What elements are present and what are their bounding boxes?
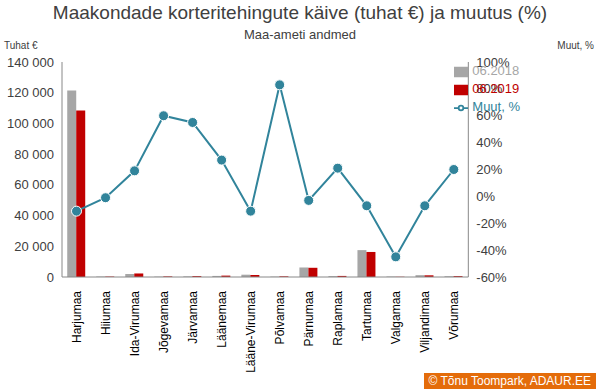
svg-text:80%: 80%	[476, 81, 502, 96]
svg-text:60%: 60%	[476, 108, 502, 123]
svg-text:40%: 40%	[476, 135, 502, 150]
svg-text:Põlvamaa: Põlvamaa	[273, 291, 287, 345]
svg-text:60 000: 60 000	[14, 177, 54, 192]
svg-text:100 000: 100 000	[8, 116, 54, 131]
svg-text:Harjumaa: Harjumaa	[70, 291, 84, 343]
svg-text:Lääne-Virumaa: Lääne-Virumaa	[244, 291, 258, 373]
svg-text:-20%: -20%	[476, 216, 507, 231]
svg-text:20%: 20%	[476, 162, 502, 177]
svg-text:140 000: 140 000	[8, 55, 54, 70]
svg-text:-60%: -60%	[476, 270, 507, 285]
svg-text:Jõgevamaa: Jõgevamaa	[157, 291, 171, 353]
svg-text:0%: 0%	[476, 189, 495, 204]
svg-text:100%: 100%	[476, 55, 510, 70]
svg-text:Raplamaa: Raplamaa	[331, 291, 345, 346]
svg-text:40 000: 40 000	[14, 208, 54, 223]
svg-text:0: 0	[47, 270, 54, 285]
svg-text:-40%: -40%	[476, 243, 507, 258]
svg-text:Järvamaa: Järvamaa	[186, 291, 200, 344]
svg-text:Tartumaa: Tartumaa	[360, 291, 374, 341]
svg-text:Hiiumaa: Hiiumaa	[99, 291, 113, 335]
svg-text:Ida-Virumaa: Ida-Virumaa	[128, 291, 142, 356]
svg-text:20 000: 20 000	[14, 239, 54, 254]
svg-text:Läänemaa: Läänemaa	[215, 291, 229, 348]
svg-text:Võrumaa: Võrumaa	[447, 291, 461, 340]
svg-text:Viljandimaa: Viljandimaa	[418, 291, 432, 353]
svg-text:120 000: 120 000	[8, 85, 54, 100]
svg-text:Valgamaa: Valgamaa	[389, 291, 403, 344]
svg-text:Pärnumaa: Pärnumaa	[302, 291, 316, 347]
svg-text:80 000: 80 000	[14, 147, 54, 162]
